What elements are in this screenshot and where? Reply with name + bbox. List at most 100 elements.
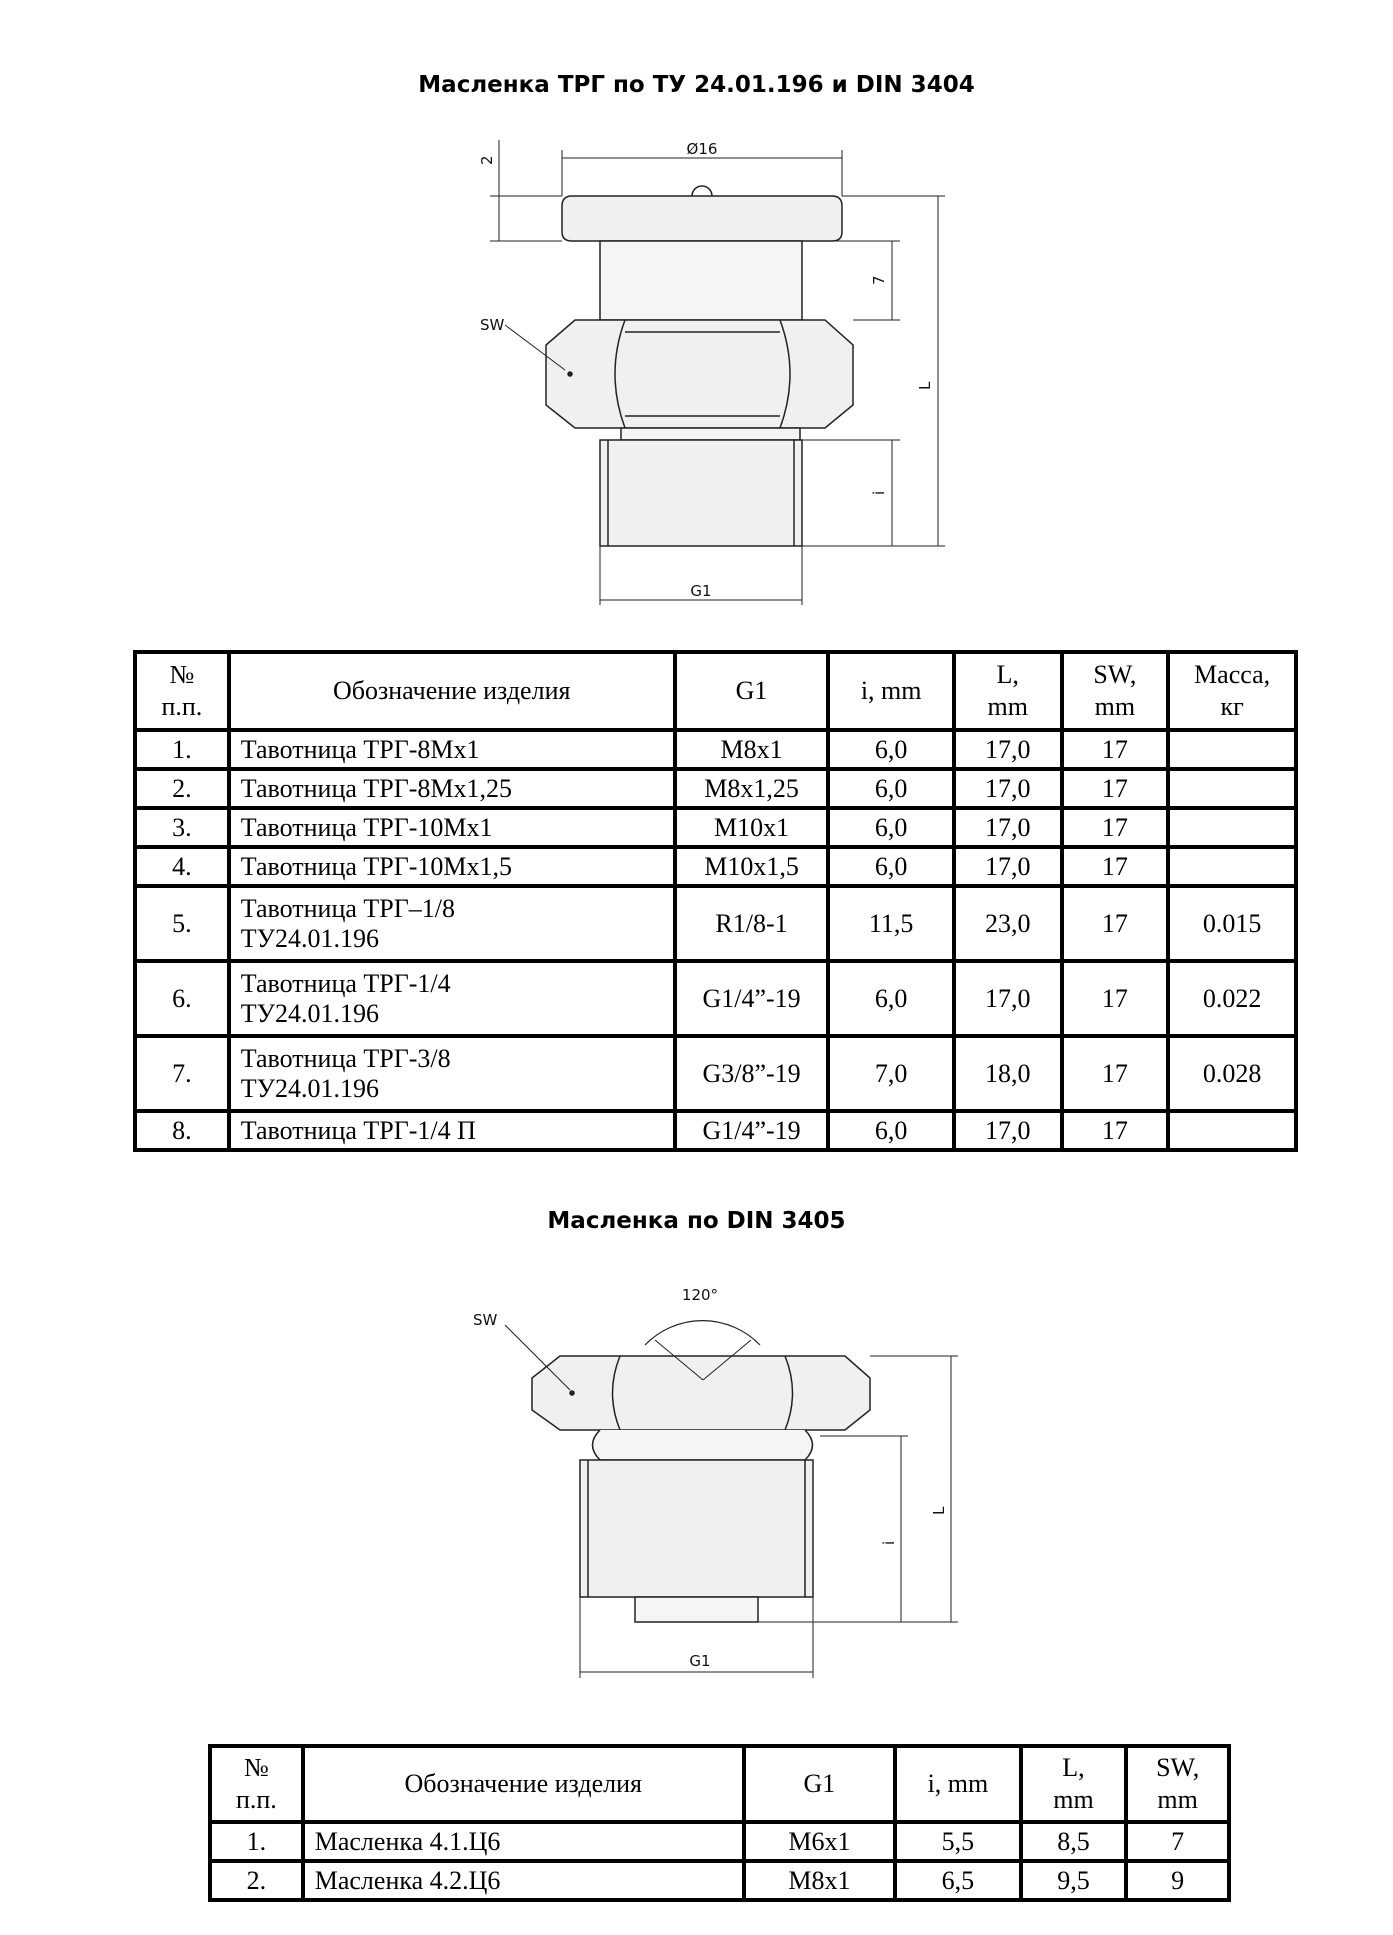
cell-l: 8,5 [1018, 1820, 1129, 1863]
cell-n: 7. [133, 1034, 231, 1113]
cell-mass: 0.015 [1166, 884, 1298, 963]
label-angle: 120° [682, 1286, 718, 1304]
column-header-text: Обозначение изделия [332, 676, 571, 705]
cell-mass: 0.022 [1166, 959, 1298, 1038]
cell-name: Тавотница ТРГ-1/4 ТУ24.01.196 [226, 959, 677, 1038]
cell-sw: 7 [1124, 1820, 1231, 1863]
column-header-text: п.п. [161, 692, 203, 721]
cell-g1: R1/8-1 [672, 884, 831, 963]
cell-i: 6,0 [826, 1109, 956, 1152]
cell-name: Тавотница ТРГ-3/8 ТУ24.01.196 [226, 1034, 677, 1113]
column-header-text: i, mm [927, 1769, 989, 1798]
cell-i: 5,5 [893, 1820, 1023, 1863]
cell-name-line: Тавотница ТРГ-8Mx1,25 [240, 773, 513, 803]
cell-l: 9,5 [1018, 1859, 1129, 1902]
cell-name-line: Тавотница ТРГ-1/4 [240, 968, 451, 998]
column-header-text: № [169, 660, 195, 689]
cell-name-line: Тавотница ТРГ-3/8 [240, 1043, 451, 1073]
cell-g1: M8x1 [741, 1859, 898, 1902]
column-header-text: SW, [1156, 1753, 1200, 1782]
cell-i: 6,5 [893, 1859, 1023, 1902]
column-header: № п.п. [133, 650, 231, 732]
cell-mass [1166, 728, 1298, 771]
drawing-din3405 [504, 1320, 958, 1678]
label-l: L [916, 381, 934, 390]
cell-name-line: Масленка 4.2.Ц6 [314, 1865, 501, 1895]
cell-n: 2. [208, 1859, 305, 1902]
column-header: Обозначение изделия [300, 1744, 746, 1824]
cell-l: 17,0 [951, 1109, 1064, 1152]
table-row: 8. Тавотница ТРГ-1/4 П G1/4”-19 6,0 17,0 17 [133, 1109, 1298, 1152]
cell-n: 1. [208, 1820, 305, 1863]
cell-g1: G3/8”-19 [672, 1034, 831, 1113]
cell-g1: M8x1,25 [672, 767, 831, 810]
column-header-text: L, [1062, 1753, 1085, 1782]
column-header-text: mm [987, 692, 1028, 721]
cell-mass [1166, 845, 1298, 888]
column-header: G1 [672, 650, 831, 732]
table-row: 7. Тавотница ТРГ-3/8 ТУ24.01.196 G3/8”-19 7,… [133, 1034, 1298, 1113]
cell-sw: 17 [1059, 959, 1171, 1038]
cell-g1: M8x1 [672, 728, 831, 771]
cell-n: 3. [133, 806, 231, 849]
label-i: i [870, 491, 888, 495]
cell-sw: 9 [1124, 1859, 1231, 1902]
cell-n: 4. [133, 845, 231, 888]
cell-name-line: ТУ24.01.196 [240, 923, 380, 953]
cell-i: 7,0 [826, 1034, 956, 1113]
cell-sw: 17 [1059, 767, 1171, 810]
column-header: Обозначение изделия [226, 650, 677, 732]
cell-g1: G1/4”-19 [672, 959, 831, 1038]
section2-title: Масленка по DIN 3405 [547, 1208, 846, 1234]
cell-n: 2. [133, 767, 231, 810]
column-header: SW, mm [1124, 1744, 1231, 1824]
column-header-text: L, [996, 660, 1019, 689]
cell-l: 23,0 [951, 884, 1064, 963]
cell-i: 6,0 [826, 959, 956, 1038]
cell-mass [1166, 767, 1298, 810]
column-header: Масса, кг [1166, 650, 1298, 732]
spec-table-din3405: № п.п. Обозначение изделия G1 i, mm L, mm SW, mm… [208, 1744, 1231, 1902]
cell-name-line: Тавотница ТРГ-10Mx1,5 [240, 851, 513, 881]
column-header-text: mm [1157, 1785, 1198, 1814]
cell-n: 1. [133, 728, 231, 771]
cell-g1: M6x1 [741, 1820, 898, 1863]
cell-mass [1166, 806, 1298, 849]
cell-mass [1166, 1109, 1298, 1152]
label-2: 2 [478, 155, 496, 165]
table-row: 6. Тавотница ТРГ-1/4 ТУ24.01.196 G1/4”-19 6,… [133, 959, 1298, 1038]
cell-l: 17,0 [951, 767, 1064, 810]
cell-name: Тавотница ТРГ-8Mx1,25 [226, 767, 677, 810]
cell-name-line: Тавотница ТРГ-1/4 П [240, 1115, 476, 1145]
label-diameter: Ø16 [687, 140, 718, 158]
cell-name-line: ТУ24.01.196 [240, 998, 380, 1028]
cell-sw: 17 [1059, 1109, 1171, 1152]
table-row: 5. Тавотница ТРГ–1/8 ТУ24.01.196 R1/8-1 11,5… [133, 884, 1298, 963]
table-row: 3. Тавотница ТРГ-10Mx1 M10x1 6,0 17,0 17 [133, 806, 1298, 849]
cell-name-line: Тавотница ТРГ-10Mx1 [240, 812, 493, 842]
cell-l: 17,0 [951, 806, 1064, 849]
spec-table-din3404: № п.п. Обозначение изделия G1 i, mm L, mm SW, mm… [133, 650, 1298, 1152]
cell-i: 6,0 [826, 806, 956, 849]
cell-name-line: Тавотница ТРГ–1/8 [240, 893, 455, 923]
section1-title: Масленка ТРГ по ТУ 24.01.196 и DIN 3404 [418, 72, 975, 98]
column-header-text: № [243, 1753, 269, 1782]
cell-n: 6. [133, 959, 231, 1038]
column-header-text: G1 [735, 676, 768, 705]
cell-name-line: Масленка 4.1.Ц6 [314, 1826, 501, 1856]
cell-name-line: Тавотница ТРГ-8Mx1 [240, 734, 480, 764]
column-header: L, mm [1018, 1744, 1129, 1824]
cell-name: Тавотница ТРГ-8Mx1 [226, 728, 677, 771]
cell-name: Тавотница ТРГ-10Mx1 [226, 806, 677, 849]
cell-g1: M10x1,5 [672, 845, 831, 888]
cell-sw: 17 [1059, 1034, 1171, 1113]
label-sw-2: SW [473, 1311, 498, 1329]
column-header-text: G1 [803, 1769, 836, 1798]
cell-g1: M10x1 [672, 806, 831, 849]
label-i-2: i [880, 1541, 898, 1545]
cell-name: Тавотница ТРГ-10Mx1,5 [226, 845, 677, 888]
cell-sw: 17 [1059, 806, 1171, 849]
label-g1: G1 [690, 582, 711, 600]
cell-n: 8. [133, 1109, 231, 1152]
